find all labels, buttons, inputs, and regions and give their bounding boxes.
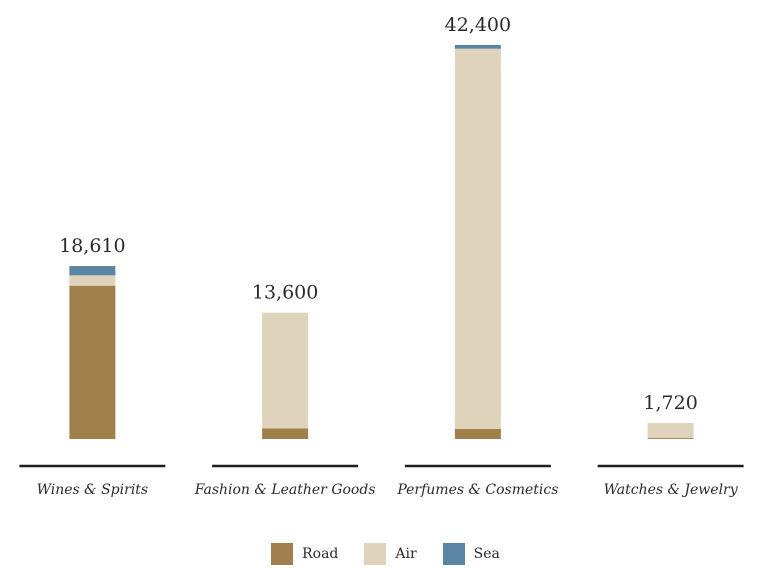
legend-swatch-air (364, 543, 387, 565)
bar-road-perfumes-cosmetics (454, 428, 501, 439)
stacked-bar-chart: 18,610 13,600 42,400 1,720 Wines & Spirits F… (19, 14, 744, 498)
legend-swatch-sea (442, 543, 465, 565)
category-label-wines-spirits: Wines & Spirits (37, 482, 148, 498)
legend-label-sea: Sea (473, 546, 500, 562)
bar-road-wines-spirits (69, 285, 116, 439)
legend-item-air: Air (364, 543, 417, 565)
total-labels-group: 18,610 13,600 42,400 1,720 (59, 14, 698, 414)
category-label-watches-jewelry: Watches & Jewelry (604, 482, 739, 498)
category-label-fashion-leather-goods: Fashion & Leather Goods (194, 482, 376, 498)
category-axis: Wines & Spirits Fashion & Leather Goods Pe… (19, 464, 744, 498)
legend-item-road: Road (271, 543, 338, 565)
total-label-wines-spirits: 18,610 (59, 235, 125, 257)
bar-air-watches-jewelry (647, 423, 694, 439)
bar-road-fashion-leather-goods (262, 428, 309, 439)
bars-group (69, 45, 694, 439)
bar-road-watches-jewelry (647, 438, 694, 439)
legend-swatch-road (271, 543, 294, 565)
bar-air-fashion-leather-goods (262, 312, 309, 429)
total-label-watches-jewelry: 1,720 (643, 392, 697, 414)
category-label-perfumes-cosmetics: Perfumes & Cosmetics (396, 482, 558, 498)
bar-air-wines-spirits (69, 275, 116, 286)
legend-item-sea: Sea (442, 543, 500, 565)
legend-label-air: Air (395, 546, 417, 562)
total-label-perfumes-cosmetics: 42,400 (445, 14, 511, 36)
bar-air-perfumes-cosmetics (454, 48, 501, 429)
bar-sea-wines-spirits (69, 266, 116, 276)
total-label-fashion-leather-goods: 13,600 (252, 282, 318, 304)
legend: Road Air Sea (0, 543, 771, 565)
legend-label-road: Road (302, 546, 339, 562)
bar-sea-perfumes-cosmetics (454, 45, 501, 49)
